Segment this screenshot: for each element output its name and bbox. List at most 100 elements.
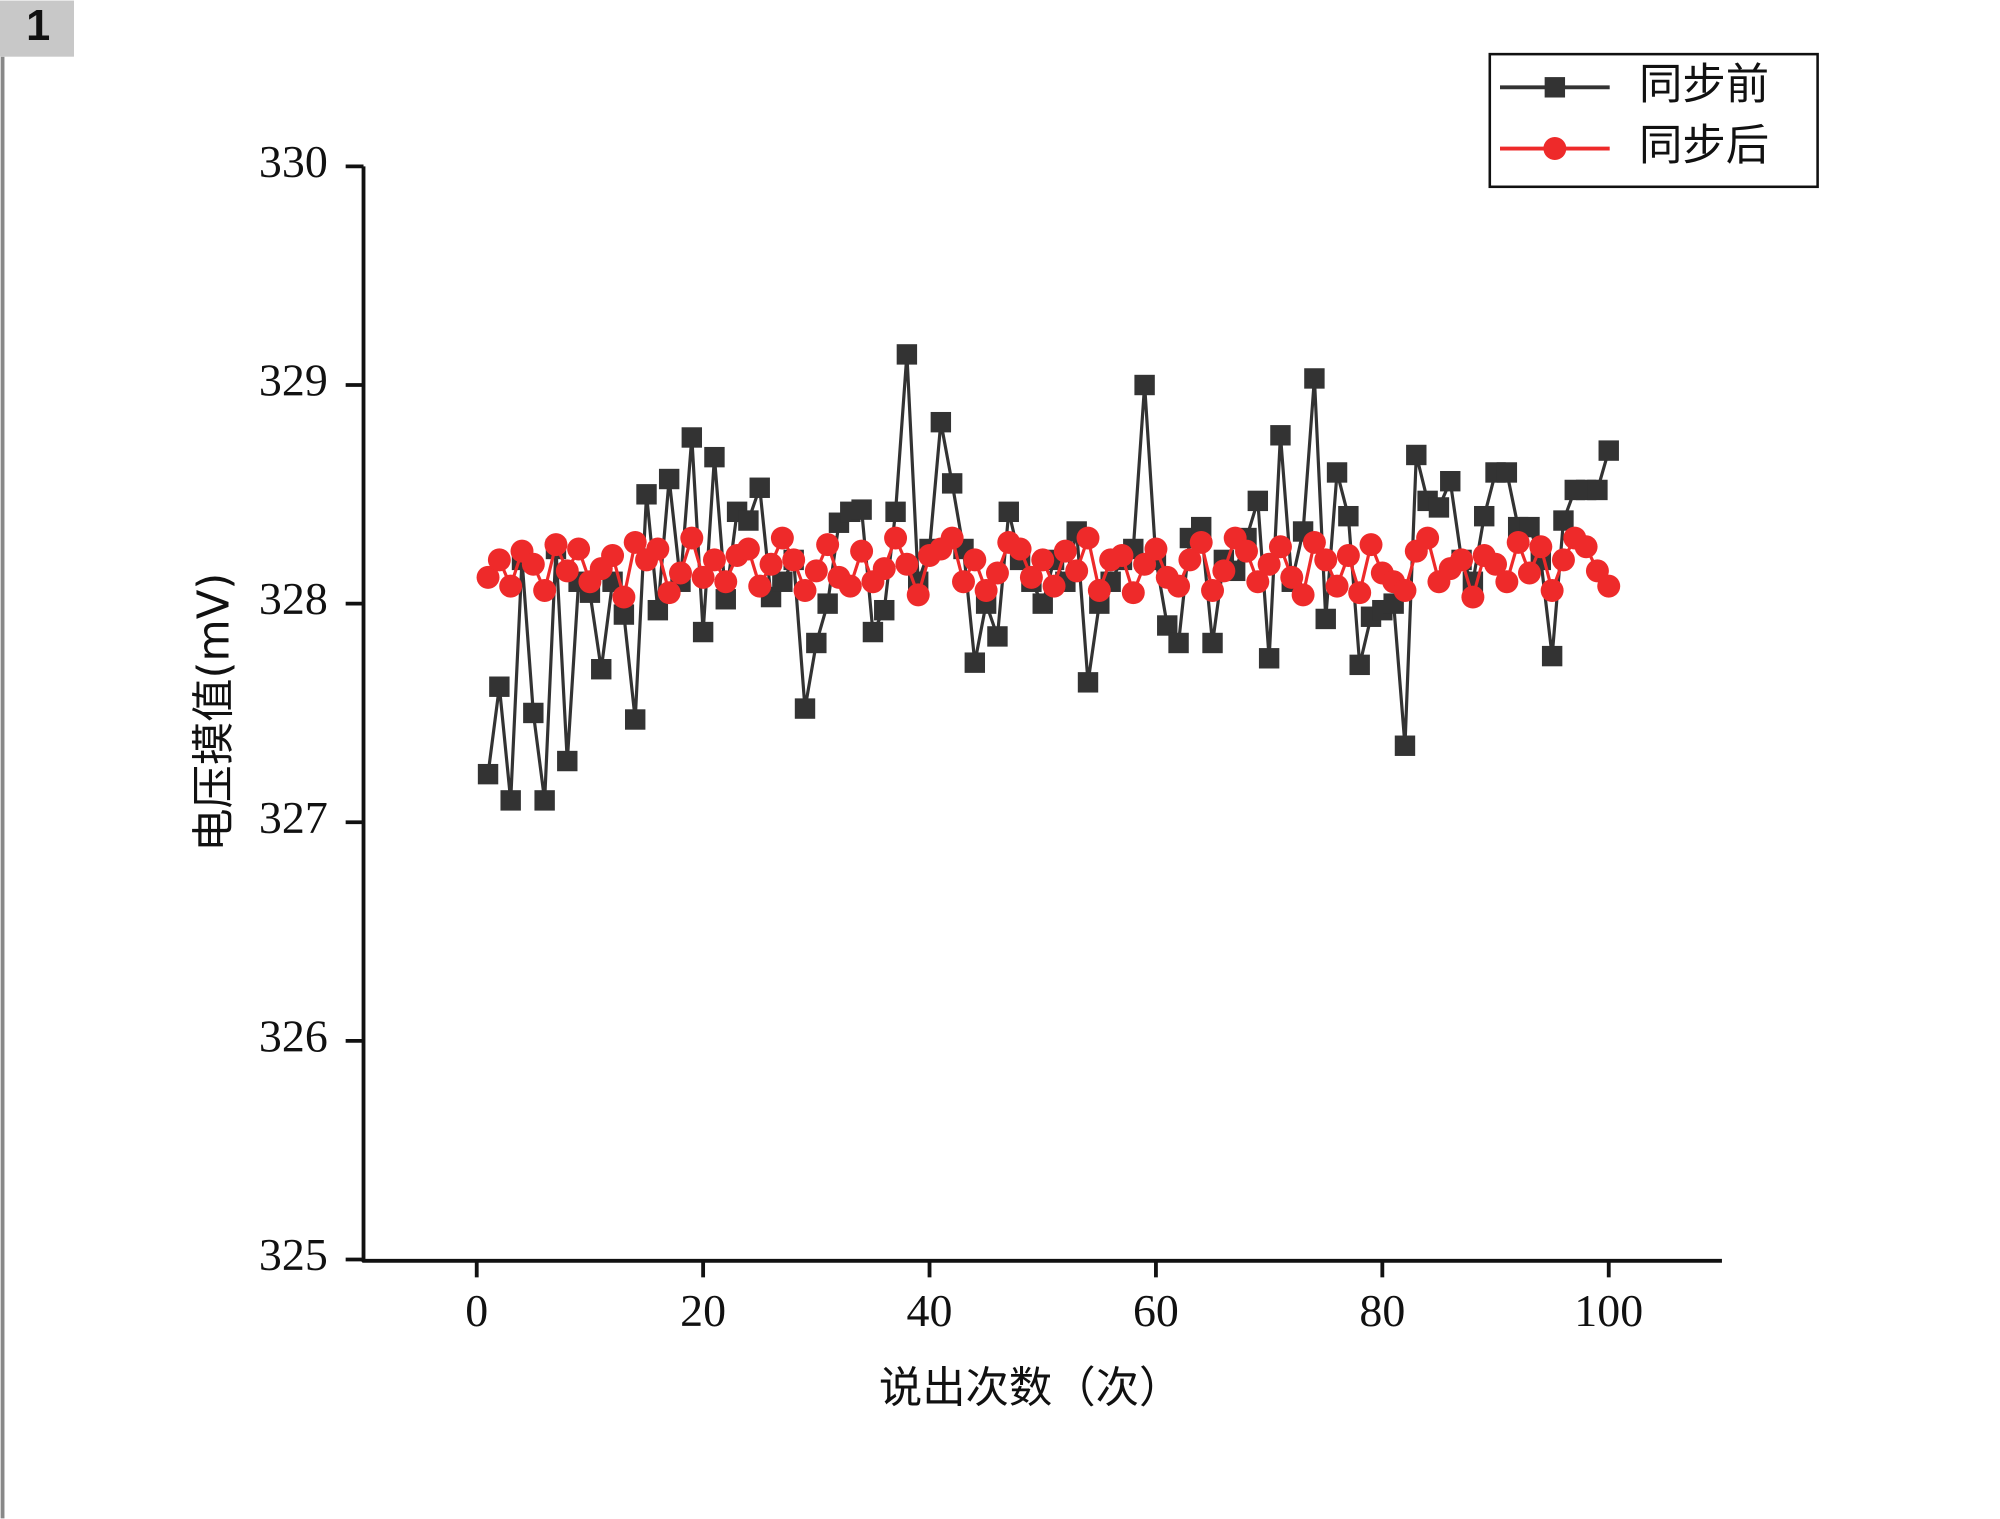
data-point xyxy=(487,548,511,572)
data-point xyxy=(940,526,964,550)
data-point xyxy=(1032,593,1053,614)
x-axis-title: 说出次数（次） xyxy=(879,1363,1183,1413)
data-point xyxy=(1042,574,1066,598)
data-point xyxy=(1597,574,1621,598)
y-tick-label: 329 xyxy=(259,355,328,406)
data-point xyxy=(884,526,908,550)
panel-tag xyxy=(0,0,74,57)
data-point xyxy=(1235,539,1258,563)
data-point xyxy=(1304,368,1325,389)
y-axis-title: 电压摸值(mV) xyxy=(189,573,239,852)
data-point xyxy=(623,530,647,554)
data-point xyxy=(964,652,986,673)
y-tick-label: 325 xyxy=(259,1229,328,1280)
data-point xyxy=(534,790,555,811)
data-point xyxy=(1257,552,1281,576)
data-point xyxy=(874,599,895,621)
data-point xyxy=(1008,537,1032,561)
data-point xyxy=(794,698,816,719)
data-point xyxy=(715,589,736,610)
data-point xyxy=(714,570,738,594)
data-point xyxy=(613,604,635,625)
data-point xyxy=(1134,374,1155,396)
data-point xyxy=(591,659,612,680)
data-point xyxy=(816,533,840,557)
data-point xyxy=(1553,510,1574,531)
data-point xyxy=(646,537,670,561)
legend-marker xyxy=(1544,77,1566,98)
data-point xyxy=(1450,548,1474,572)
data-point xyxy=(804,559,828,583)
data-point xyxy=(625,709,646,730)
data-point xyxy=(1518,561,1541,585)
data-point xyxy=(896,344,918,365)
data-point xyxy=(1551,548,1575,572)
data-point xyxy=(702,548,726,572)
data-point xyxy=(772,571,793,592)
data-point xyxy=(851,499,872,520)
data-point xyxy=(1268,535,1292,559)
data-point xyxy=(1484,552,1508,576)
data-point xyxy=(1406,444,1427,466)
legend-label: 同步后 xyxy=(1639,121,1769,171)
data-point xyxy=(499,574,523,598)
data-point xyxy=(1336,544,1360,568)
data-point xyxy=(1144,537,1168,561)
data-point xyxy=(657,581,681,605)
data-point xyxy=(1541,645,1563,667)
data-point xyxy=(1394,735,1416,756)
y-tick-label: 328 xyxy=(259,573,328,624)
data-point xyxy=(692,621,714,643)
data-point xyxy=(1529,535,1553,559)
data-point xyxy=(1506,530,1530,554)
data-point xyxy=(1189,530,1213,554)
legend-marker xyxy=(1543,137,1567,161)
data-point xyxy=(838,574,862,598)
data-point xyxy=(850,539,874,563)
data-point xyxy=(1053,539,1077,563)
data-point xyxy=(998,501,1019,523)
data-point xyxy=(658,468,680,490)
data-point xyxy=(1598,440,1619,461)
data-point xyxy=(476,565,500,589)
data-point xyxy=(952,570,975,594)
data-point xyxy=(806,632,827,654)
data-point xyxy=(1065,559,1089,583)
data-point xyxy=(636,484,657,505)
data-point xyxy=(1077,672,1099,693)
data-point xyxy=(1349,654,1370,676)
data-point xyxy=(601,544,625,568)
data-point xyxy=(1212,559,1236,583)
data-point xyxy=(1338,505,1359,527)
x-tick-label: 40 xyxy=(907,1285,953,1336)
data-point xyxy=(1325,574,1349,598)
data-point xyxy=(1574,535,1598,559)
data-point xyxy=(1168,632,1189,654)
data-point xyxy=(1280,565,1304,589)
data-point xyxy=(544,533,568,557)
data-point xyxy=(1393,579,1417,602)
data-point xyxy=(1314,548,1338,572)
data-point xyxy=(749,477,770,498)
data-point xyxy=(669,561,692,585)
data-point xyxy=(1246,570,1270,594)
data-point xyxy=(533,579,557,602)
data-point xyxy=(680,526,704,550)
data-point xyxy=(906,583,930,607)
data-point xyxy=(523,702,544,724)
data-point xyxy=(1359,533,1383,557)
data-point xyxy=(987,626,1008,647)
data-point xyxy=(770,526,794,550)
data-point xyxy=(1202,632,1223,654)
data-point xyxy=(1258,648,1280,669)
data-point xyxy=(1178,548,1202,572)
data-point xyxy=(1031,548,1055,572)
data-point xyxy=(555,559,579,583)
data-point xyxy=(612,585,636,609)
data-point xyxy=(941,473,963,494)
data-point xyxy=(748,574,772,598)
legend-label: 同步前 xyxy=(1639,60,1769,110)
data-point xyxy=(477,763,499,785)
